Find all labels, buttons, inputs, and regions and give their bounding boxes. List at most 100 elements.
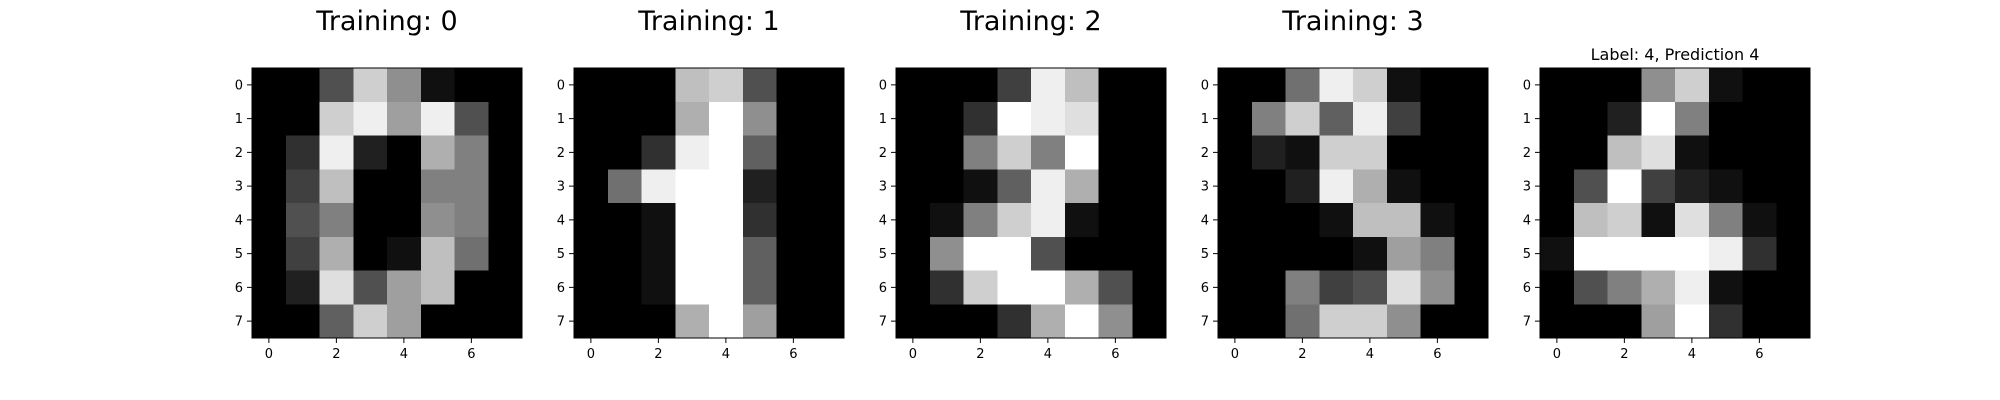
pixel-cell xyxy=(1742,203,1777,238)
pixel-cell xyxy=(776,236,811,272)
pixel-cell xyxy=(1098,135,1133,170)
pixel-cell xyxy=(929,236,965,272)
panel-title: Training: 1 xyxy=(637,6,779,37)
pixel-cell xyxy=(574,270,609,305)
pixel-cell xyxy=(1031,169,1066,204)
pixel-cell xyxy=(1420,270,1455,305)
pixel-cell xyxy=(1420,169,1455,204)
x-tick-label: 6 xyxy=(1433,347,1441,362)
pixel-cell xyxy=(1251,101,1287,137)
pixel-cell xyxy=(1708,169,1744,204)
pixel-cell xyxy=(896,270,931,305)
pixel-cell xyxy=(997,169,1032,204)
pixel-cell xyxy=(607,304,643,339)
pixel-cell xyxy=(1420,304,1455,339)
x-tick-label: 0 xyxy=(1231,347,1239,362)
pixel-cell xyxy=(963,304,998,339)
pixel-cell xyxy=(997,270,1032,305)
pixel-cell xyxy=(1573,135,1609,170)
pixel-cell xyxy=(1031,270,1066,305)
pixel-cell xyxy=(1031,68,1066,103)
pixel-cell xyxy=(1742,68,1777,103)
pixel-cell xyxy=(810,236,845,272)
pixel-cell xyxy=(285,68,321,103)
pixel-cell xyxy=(896,68,931,103)
pixel-cell xyxy=(963,135,998,170)
pixel-cell xyxy=(1132,304,1167,339)
digit-panel: Training: 2 0 2 4 6 0 1 2 3 4 5 6 7 xyxy=(879,6,1167,362)
pixel-cell xyxy=(929,169,965,204)
pixel-cell xyxy=(1064,135,1100,170)
pixel-cell xyxy=(353,135,388,170)
y-tick-label: 4 xyxy=(557,213,565,228)
pixel-cell xyxy=(607,236,643,272)
pixel-cell xyxy=(1742,101,1777,137)
pixel-cell xyxy=(1708,304,1744,339)
pixel-cell xyxy=(420,203,456,238)
pixel-cell xyxy=(1708,236,1744,272)
digit-panel: Training: 1 0 2 4 6 0 1 2 3 4 5 6 7 xyxy=(557,6,845,362)
pixel-cell xyxy=(641,236,676,272)
pixel-cell xyxy=(997,304,1032,339)
pixel-cell xyxy=(810,169,845,204)
pixel-cell xyxy=(319,101,354,137)
pixel-cell xyxy=(1285,169,1320,204)
pixel-cell xyxy=(776,203,811,238)
pixel-cell xyxy=(997,68,1032,103)
pixel-cell xyxy=(285,270,321,305)
pixel-cell xyxy=(319,236,354,272)
x-tick-label: 4 xyxy=(400,347,408,362)
pixel-cell xyxy=(997,101,1032,137)
pixel-cell xyxy=(641,304,676,339)
panel-title: Label: 4, Prediction 4 xyxy=(1591,45,1760,64)
pixel-cell xyxy=(1319,304,1354,339)
pixel-cell xyxy=(1573,236,1609,272)
pixel-cell xyxy=(454,101,489,137)
pixel-cell xyxy=(1607,68,1642,103)
pixel-cell xyxy=(709,203,744,238)
pixel-cell xyxy=(1776,304,1811,339)
pixel-cell xyxy=(1675,101,1710,137)
pixel-cell xyxy=(353,101,388,137)
x-tick-label: 4 xyxy=(722,347,730,362)
digit-panel: Training: 0 0 2 4 6 0 1 2 3 4 5 6 7 xyxy=(235,6,523,362)
pixel-cell xyxy=(252,270,287,305)
axes-frame xyxy=(1217,67,1489,339)
pixel-cell xyxy=(896,101,931,137)
y-tick-label: 1 xyxy=(235,112,243,127)
pixel-cell xyxy=(1353,236,1388,272)
pixel-cell xyxy=(1132,236,1167,272)
y-tick-label: 5 xyxy=(557,247,565,262)
pixel-cell xyxy=(454,304,489,339)
pixel-cell xyxy=(776,169,811,204)
pixel-cell xyxy=(709,101,744,137)
y-tick-label: 0 xyxy=(879,78,887,93)
pixel-cell xyxy=(574,101,609,137)
pixel-cell xyxy=(1742,169,1777,204)
pixel-cell xyxy=(1251,169,1287,204)
pixel-cell xyxy=(454,236,489,272)
pixel-cell xyxy=(1319,101,1354,137)
pixel-cell xyxy=(454,135,489,170)
pixel-cell xyxy=(1218,101,1253,137)
pixel-cell xyxy=(1098,101,1133,137)
y-tick-label: 5 xyxy=(879,247,887,262)
pixel-cell xyxy=(1675,68,1710,103)
pixel-cell xyxy=(353,68,388,103)
x-tick-label: 6 xyxy=(1111,347,1119,362)
pixel-cell xyxy=(776,135,811,170)
pixel-cell xyxy=(810,270,845,305)
pixel-cell xyxy=(1285,270,1320,305)
x-tick-label: 0 xyxy=(1553,347,1561,362)
pixel-cell xyxy=(319,270,354,305)
pixel-cell xyxy=(1675,236,1710,272)
pixel-cell xyxy=(776,304,811,339)
pixel-cell xyxy=(1098,169,1133,204)
pixel-cell xyxy=(1031,304,1066,339)
pixel-cell xyxy=(353,270,388,305)
y-tick-label: 4 xyxy=(235,213,243,228)
pixel-cell xyxy=(709,169,744,204)
pixel-cell xyxy=(488,203,523,238)
pixel-cell xyxy=(929,68,965,103)
pixel-cell xyxy=(1675,270,1710,305)
